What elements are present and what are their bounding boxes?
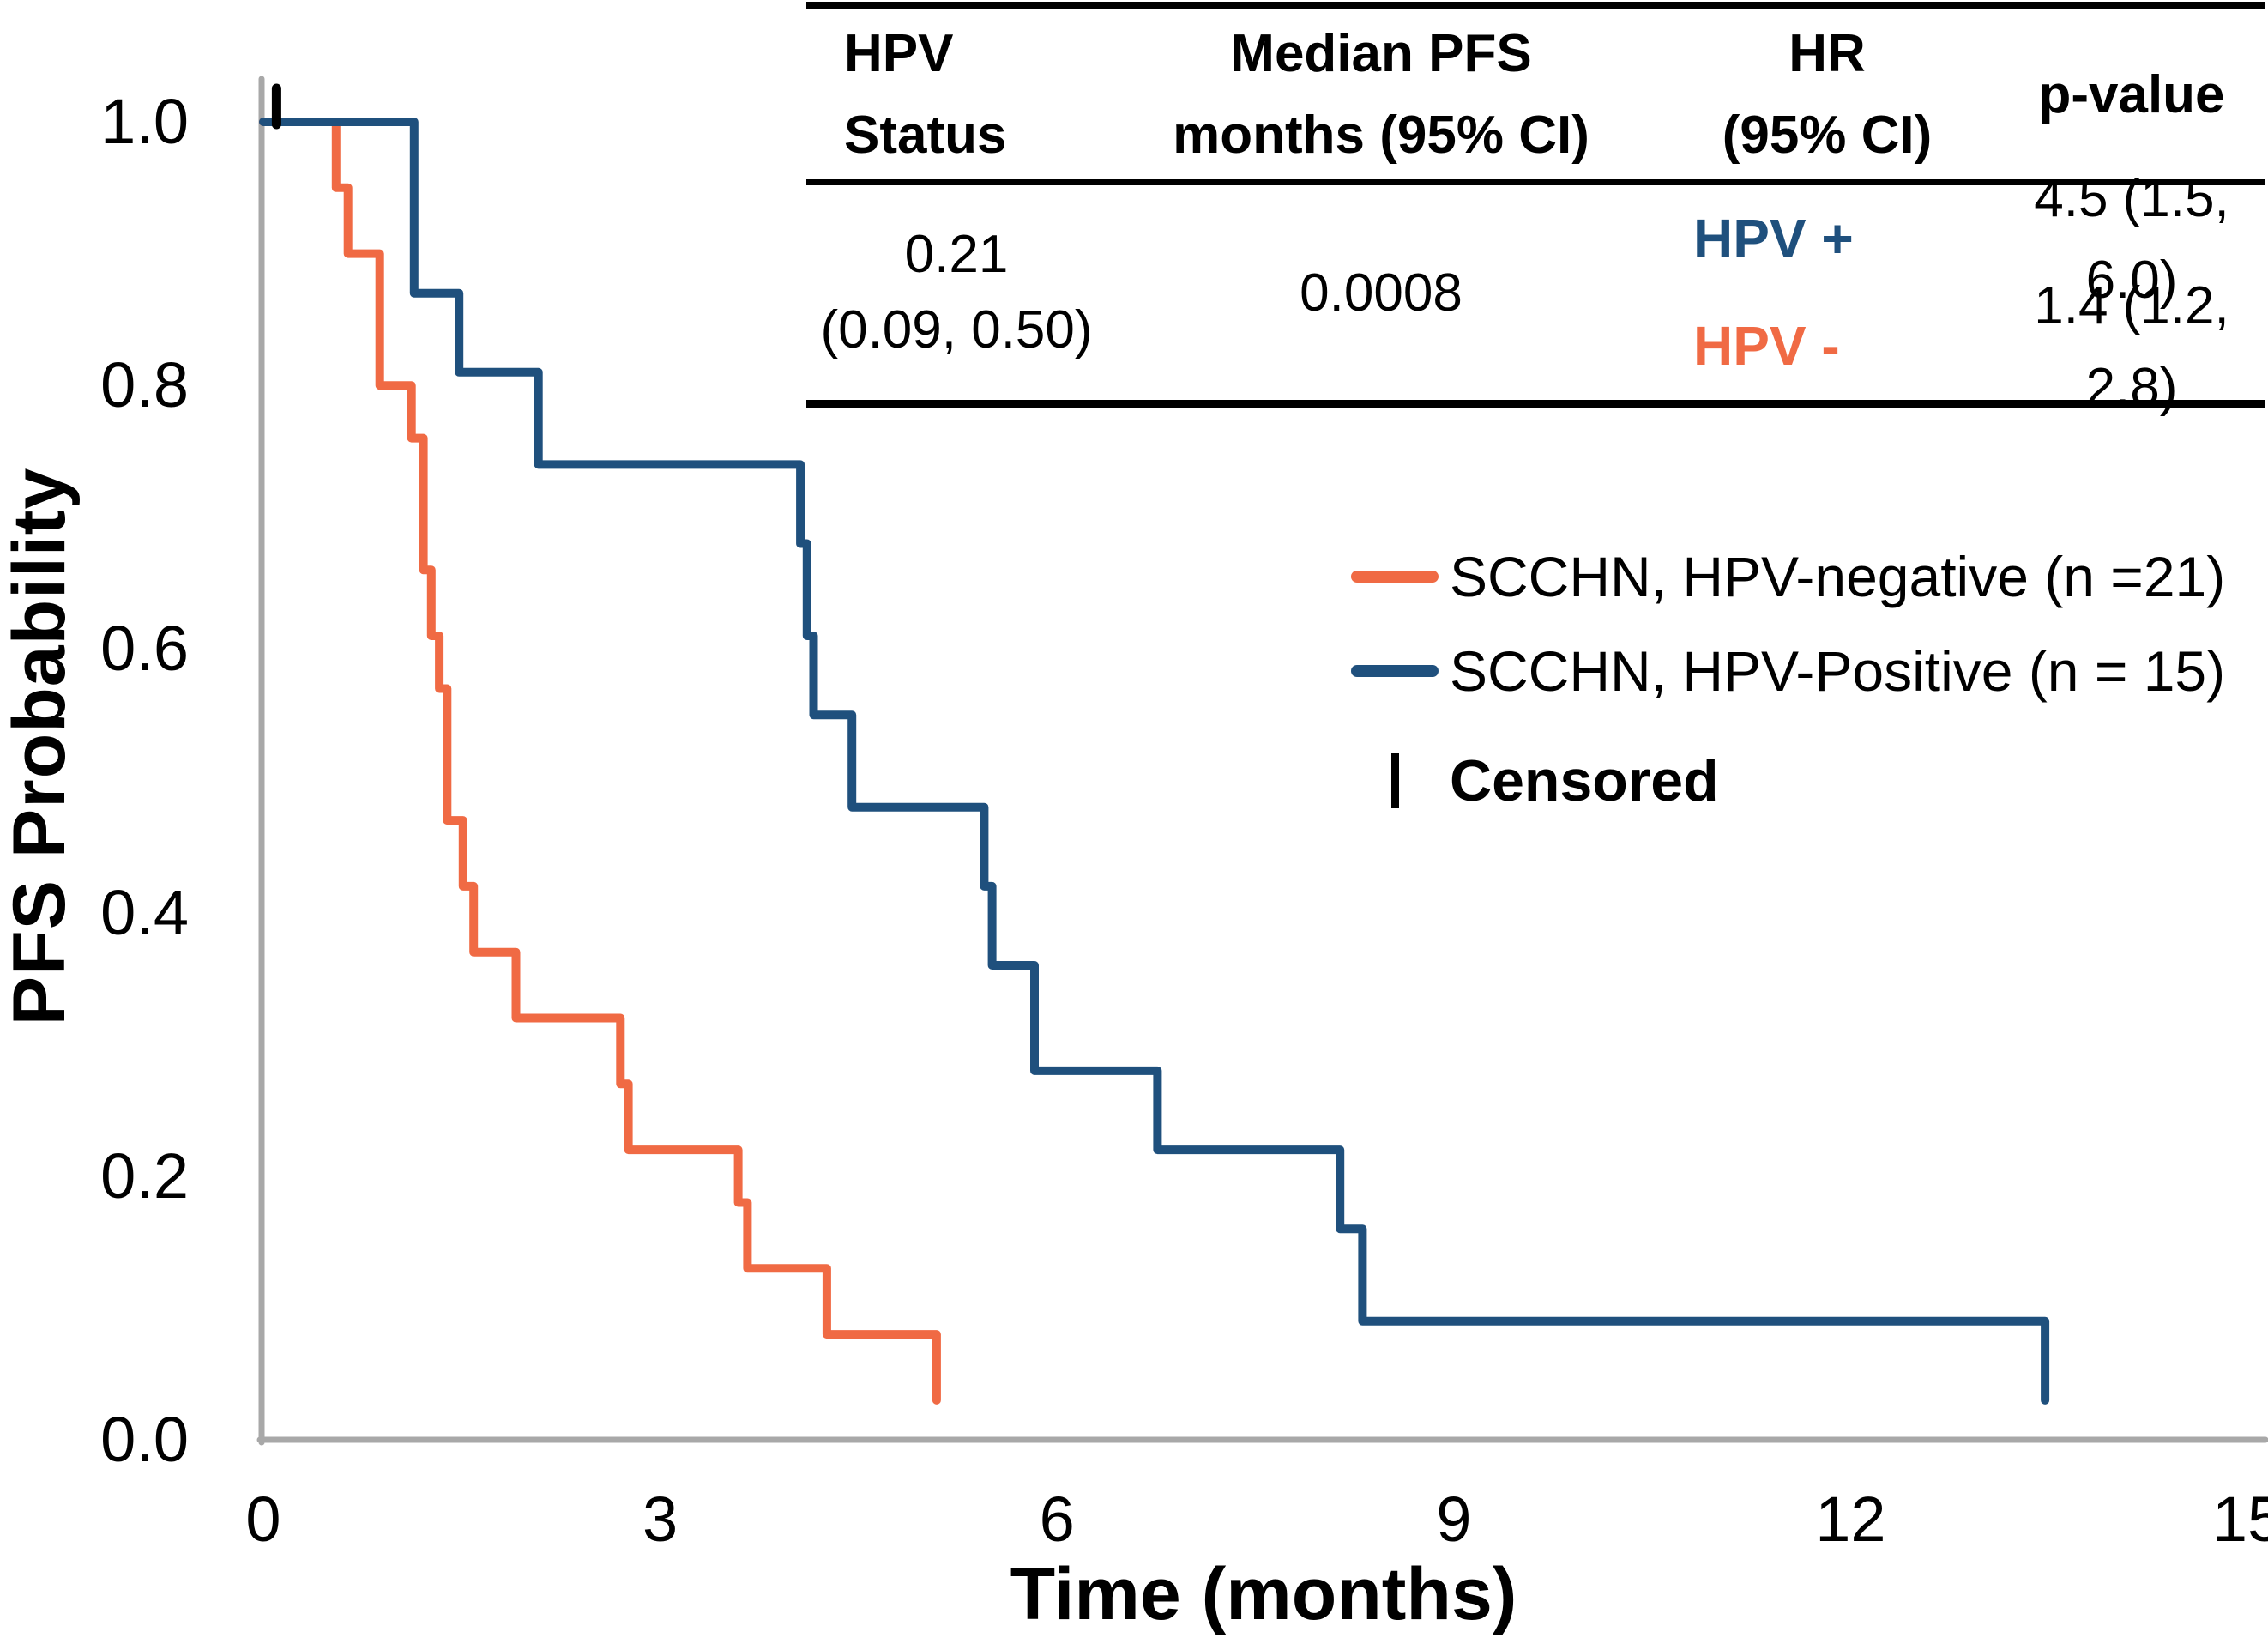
table-header-text: Status <box>844 106 1007 165</box>
x-tick-label: 6 <box>1039 1484 1075 1555</box>
y-tick-label: 0.2 <box>100 1139 189 1212</box>
median-value: 1.4 (1.2, 2.8) <box>2034 275 2229 417</box>
x-tick-label: 0 <box>245 1484 281 1555</box>
hpv-positive-line-swatch-icon <box>1351 665 1439 677</box>
km-curve-hpv-negative <box>259 118 941 1405</box>
km-curve-hpv-positive <box>259 118 2050 1405</box>
hpv-negative-label: HPV - <box>1693 315 1840 377</box>
table-header-hpv-status: HPV Status <box>806 9 1107 185</box>
y-axis-title: PFS Probability <box>0 467 81 1026</box>
table-cell-median-hpv-negative: 1.4 (1.2, 2.8) <box>1999 276 2265 417</box>
table-header-text: Median PFS <box>1230 24 1532 83</box>
x-tick-label: 9 <box>1436 1484 1472 1555</box>
median-value: 4.5 (1.5, 6.0) <box>2034 168 2229 310</box>
censored-label: Censored <box>1450 748 1719 813</box>
table-header-hr: HR (95% CI) <box>1656 9 1999 185</box>
legend-item-hpv-negative: SCCHN, HPV-negative (n =21) <box>1351 534 2225 620</box>
legend-item-censored: Censored <box>1351 738 1719 824</box>
hr-ci-value: (0.09, 0.50) <box>820 300 1093 360</box>
table-header-text: HR <box>1788 24 1866 83</box>
table-header-text: HPV <box>844 24 954 83</box>
stats-table: HPV Status Median PFS months (95% CI) HR… <box>806 2 2265 417</box>
censored-tick-icon <box>1391 753 1399 808</box>
hr-value: 0.21 <box>904 225 1009 284</box>
p-value: 0.0008 <box>1300 263 1463 323</box>
table-header-text: months (95% CI) <box>1173 106 1589 165</box>
table-cell-p-value: 0.0008 <box>1107 185 1656 400</box>
table-cell-hazard-ratio: 0.21 (0.09, 0.50) <box>806 185 1107 400</box>
y-tick-label: 0.4 <box>100 876 189 948</box>
table-row-hpv-negative-group: HPV - <box>1656 293 1999 400</box>
legend-label: SCCHN, HPV-Positive (n = 15) <box>1450 639 2226 703</box>
y-tick-label: 1.0 <box>100 86 189 157</box>
y-tick-label: 0.8 <box>100 349 189 421</box>
x-axis-title: Time (months) <box>1010 1553 1517 1635</box>
y-tick-label: 0.6 <box>100 613 189 685</box>
table-row-hpv-positive-group: HPV + <box>1656 185 1999 293</box>
table-cell-median-hpv-positive: 4.5 (1.5, 6.0) <box>1999 169 2265 310</box>
table-header-p-value: p-value <box>1999 9 2265 185</box>
hpv-negative-line-swatch-icon <box>1351 571 1439 583</box>
y-tick-label: 0.0 <box>100 1404 189 1475</box>
x-tick-label: 3 <box>642 1484 679 1555</box>
legend-item-hpv-positive: SCCHN, HPV-Positive (n = 15) <box>1351 628 2225 714</box>
x-tick-label: 15 <box>2211 1484 2268 1555</box>
legend-label: SCCHN, HPV-negative (n =21) <box>1450 545 2226 608</box>
table-header-median-pfs: Median PFS months (95% CI) <box>1107 9 1656 185</box>
table-header-text: (95% CI) <box>1722 106 1933 165</box>
x-tick-label: 12 <box>1815 1484 1886 1555</box>
table-header-text: p-value <box>2038 64 2225 124</box>
hpv-positive-label: HPV + <box>1693 208 1854 269</box>
